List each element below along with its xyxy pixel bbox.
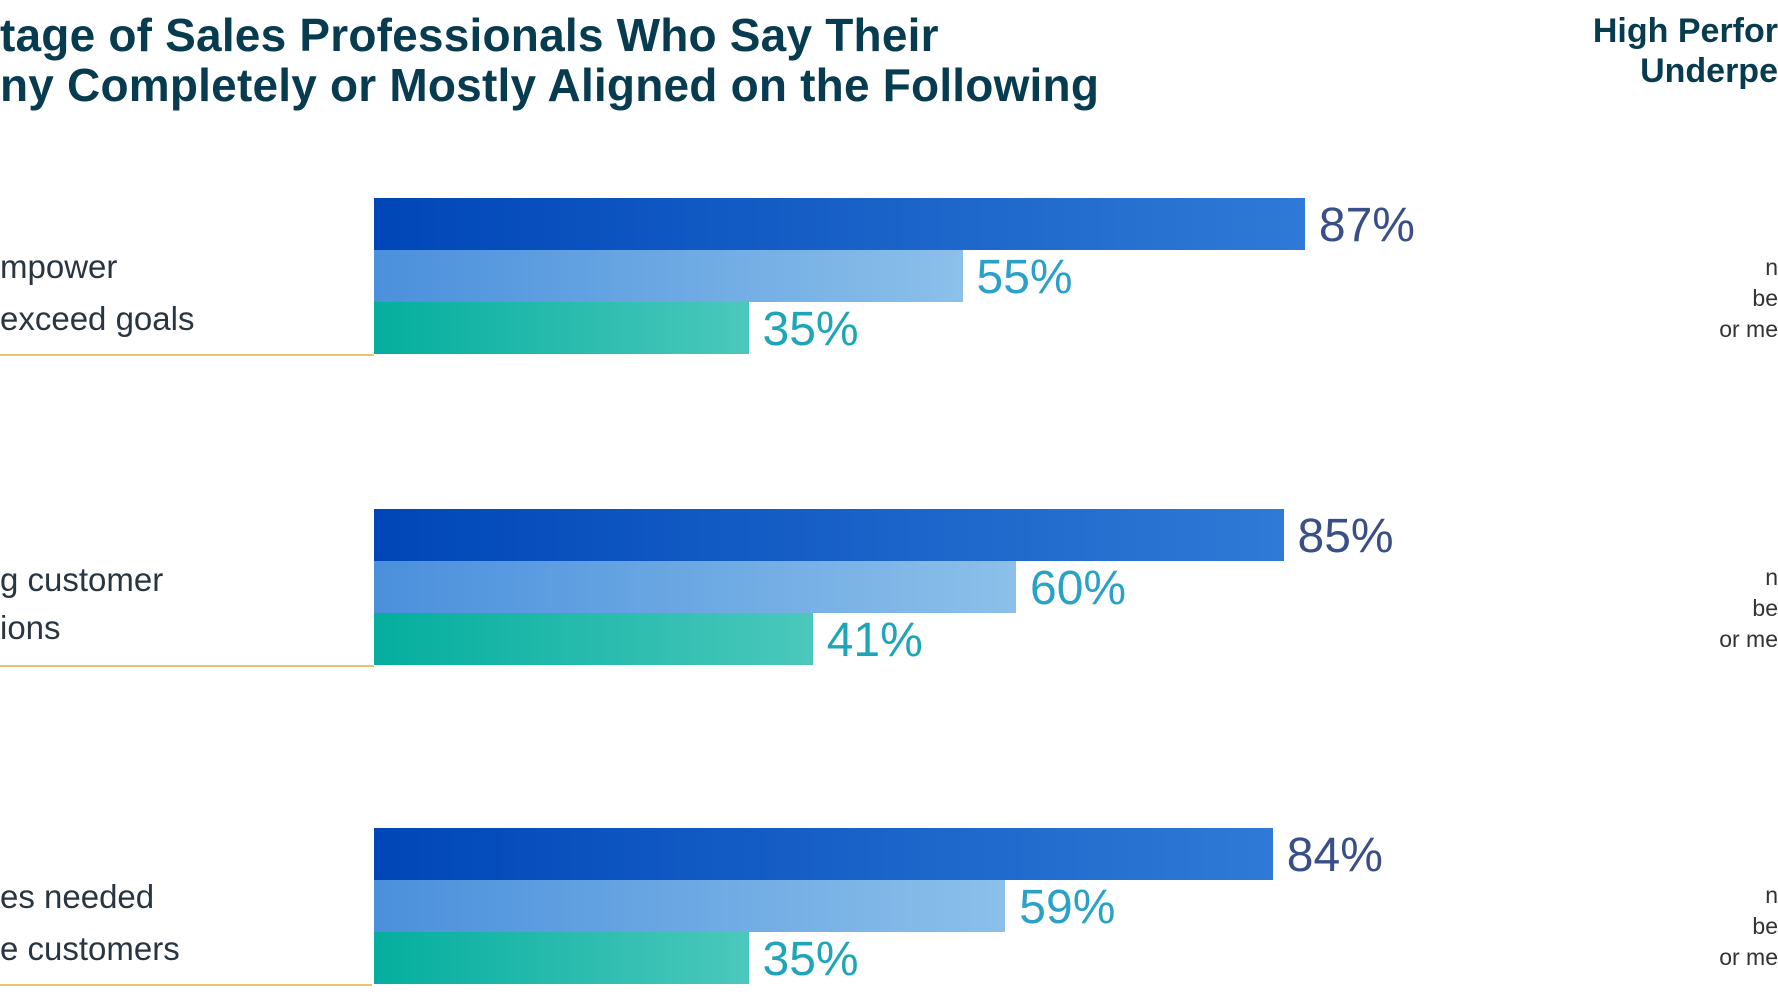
category-label: e customers <box>0 930 180 967</box>
bar-value-label: 59% <box>1019 881 1116 934</box>
bar <box>374 613 813 665</box>
bar <box>374 302 749 354</box>
category-divider <box>0 354 374 356</box>
bar-value-label: 41% <box>826 614 923 667</box>
bar-value-label: 60% <box>1030 562 1127 615</box>
bar <box>374 932 749 984</box>
bar <box>374 509 1284 561</box>
bar-value-label: 35% <box>762 303 859 356</box>
series-header-line-2: Underpe <box>1640 52 1778 90</box>
bar-value-label: 85% <box>1297 510 1394 563</box>
category-label: mpower <box>0 248 118 285</box>
side-note-text: be <box>1752 595 1778 621</box>
bar-value-label: 55% <box>976 251 1073 304</box>
side-note-text: n <box>1765 564 1778 590</box>
side-note-text: be <box>1752 913 1778 939</box>
category-label: ions <box>0 609 61 646</box>
chart-title-line-2: ny Completely or Mostly Aligned on the F… <box>0 59 1100 111</box>
series-header-line-1: High Perfor <box>1592 12 1778 50</box>
chart-title-line-1: tage of Sales Professionals Who Say Thei… <box>0 9 939 61</box>
bar <box>374 250 963 302</box>
bar <box>374 561 1016 613</box>
bar-value-label: 87% <box>1318 199 1415 252</box>
side-note-text: or me <box>1719 316 1778 342</box>
side-note-text: n <box>1765 882 1778 908</box>
category-label: g customer <box>0 561 164 598</box>
side-note-text: or me <box>1719 944 1778 970</box>
category-divider <box>0 984 372 986</box>
category-label: exceed goals <box>0 300 195 337</box>
bar <box>374 198 1305 250</box>
bar-value-label: 35% <box>762 933 859 986</box>
side-note-text: be <box>1752 285 1778 311</box>
bar <box>374 880 1006 932</box>
bar <box>374 828 1273 880</box>
bar-value-label: 84% <box>1286 829 1383 882</box>
category-label: es needed <box>0 878 155 915</box>
side-note-text: n <box>1765 254 1778 280</box>
side-note-text: or me <box>1719 626 1778 652</box>
category-divider <box>0 665 374 667</box>
